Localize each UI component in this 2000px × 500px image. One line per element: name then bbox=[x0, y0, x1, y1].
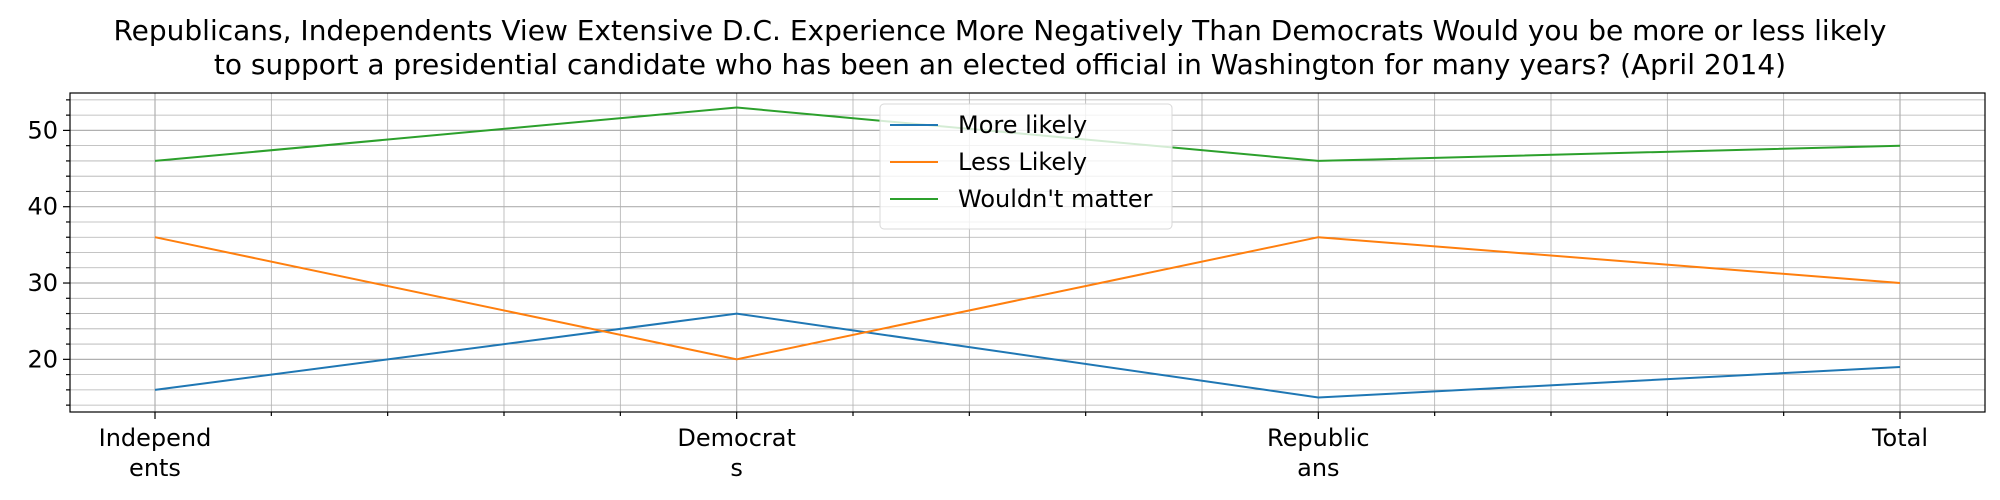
series-line-more-likely bbox=[154, 312, 1901, 399]
x-tick-label: Independ ents bbox=[99, 424, 212, 482]
x-tick-label-line: s bbox=[730, 454, 743, 482]
chart-title-line-1: Republicans, Independents View Extensive… bbox=[113, 14, 1886, 47]
y-tick-label: 30 bbox=[27, 269, 58, 297]
legend-label-wouldn-t-matter: Wouldn't matter bbox=[958, 185, 1153, 213]
x-tick-label-line: ents bbox=[129, 454, 181, 482]
legend: More likely Less Likely Wouldn't matter bbox=[879, 103, 1173, 230]
x-tick-label-line: Independ bbox=[99, 424, 212, 452]
y-tick-label: 50 bbox=[27, 116, 58, 144]
chart-title-line-2: to support a presidential candidate who … bbox=[214, 48, 1786, 81]
legend-label-less-likely: Less Likely bbox=[958, 148, 1087, 176]
axes: 20 30 40 50 Independ ents Democrat s Republic ans… bbox=[27, 92, 1986, 482]
x-tick-label-line: Total bbox=[1871, 424, 1928, 452]
x-tick-label-line: Republic bbox=[1267, 424, 1370, 452]
x-tick-label: Republic ans bbox=[1267, 424, 1370, 482]
series-line-less-likely bbox=[154, 236, 1901, 361]
x-tick-label-line: Democrat bbox=[677, 424, 796, 452]
legend-box bbox=[879, 103, 1173, 230]
chart-title: Republicans, Independents View Extensive… bbox=[113, 14, 1886, 81]
x-tick-label-line: ans bbox=[1297, 454, 1339, 482]
legend-label-more-likely: More likely bbox=[958, 111, 1087, 139]
y-tick-label: 20 bbox=[27, 345, 58, 373]
x-tick-label: Total bbox=[1871, 424, 1928, 452]
x-tick-label: Democrat s bbox=[677, 424, 796, 482]
y-tick-label: 40 bbox=[27, 193, 58, 221]
